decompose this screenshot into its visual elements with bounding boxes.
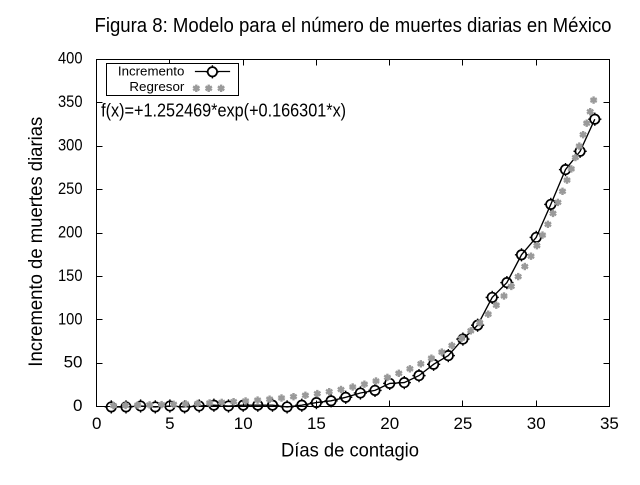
svg-text:Figura 8: Modelo para el númer: Figura 8: Modelo para el número de muert… <box>95 15 612 37</box>
svg-text:Incremento: Incremento <box>118 65 185 79</box>
svg-text:0: 0 <box>73 396 82 415</box>
svg-text:150: 150 <box>58 266 83 285</box>
svg-text:15: 15 <box>307 414 326 433</box>
svg-text:300: 300 <box>58 135 83 154</box>
svg-text:35: 35 <box>600 414 619 433</box>
svg-text:30: 30 <box>527 414 546 433</box>
svg-text:5: 5 <box>165 414 174 433</box>
svg-text:Días de contagio: Días de contagio <box>281 440 419 462</box>
svg-text:f(x)=+1.252469*exp(+0.166301*x: f(x)=+1.252469*exp(+0.166301*x) <box>101 100 346 120</box>
svg-text:250: 250 <box>58 179 83 198</box>
svg-text:0: 0 <box>92 414 101 433</box>
svg-text:100: 100 <box>58 309 83 328</box>
svg-text:Incremento de muertes diarias: Incremento de muertes diarias <box>25 116 47 366</box>
svg-text:400: 400 <box>58 49 83 68</box>
svg-text:20: 20 <box>380 414 399 433</box>
svg-text:25: 25 <box>453 414 472 433</box>
svg-text:350: 350 <box>58 92 83 111</box>
svg-text:10: 10 <box>234 414 253 433</box>
svg-text:200: 200 <box>58 222 83 241</box>
svg-text:Regresor: Regresor <box>129 80 184 94</box>
svg-text:50: 50 <box>64 353 83 372</box>
